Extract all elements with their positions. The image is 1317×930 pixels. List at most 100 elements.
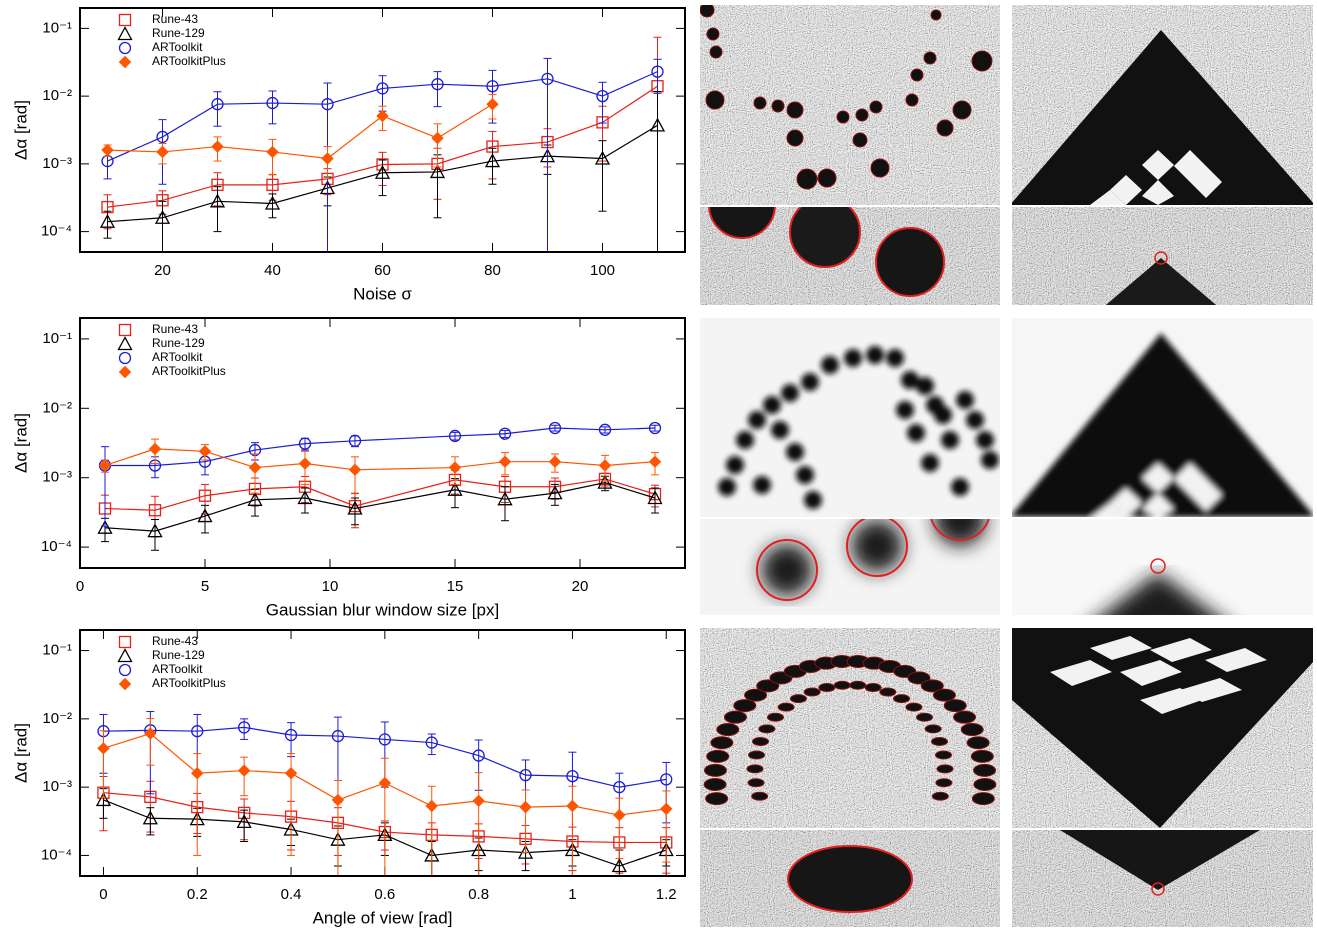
marker [374,164,391,179]
marker [97,519,113,534]
marker [448,429,462,443]
error-bar [268,90,277,125]
image-dot [916,377,934,395]
x-tick-label: 0.2 [187,886,208,903]
marker [298,437,312,450]
image-dot [976,431,994,449]
image-dot [966,736,990,750]
marker [431,131,444,145]
blurred-circles-image [700,318,1000,517]
image-dot [869,100,883,114]
image-dot [703,778,727,792]
error-bar [146,718,155,766]
error-bar [213,186,222,233]
image-dot [870,158,890,178]
image-dot [747,778,765,788]
marker [598,423,612,436]
marker [425,736,438,749]
image-dot [796,168,818,190]
image-dot [924,724,942,734]
noisy-circles-zoom [700,207,1000,305]
image-dot [706,749,730,763]
chart: 10⁻¹ 10⁻² 10⁻³ 10⁻⁴ 0 5 10 15 20 Gaussian blur wi… [11,317,686,619]
marker [519,800,532,814]
x-tick-label: 40 [264,262,281,279]
marker [191,766,204,780]
marker [598,459,612,472]
legend-label: ARToolkitPlus [152,676,226,690]
image-dot [852,132,868,148]
error-bar [601,426,609,434]
image-dot [934,406,952,424]
marker [376,109,389,123]
image-dot [910,68,924,82]
marker [613,780,626,794]
error-bar [433,123,442,168]
image-dot [916,712,934,722]
blurred-circles-zoom [700,519,1000,615]
marker [649,117,666,132]
marker [660,773,673,786]
image-dot [971,792,995,806]
legend-marker [118,635,132,649]
noisy-circles-image [700,5,1000,205]
image-dot [907,671,931,685]
image-dot [973,778,997,792]
marker [148,504,162,517]
image-dot [786,101,804,119]
image-dot [932,688,956,702]
marker [611,858,627,873]
image-dot [931,791,949,801]
y-tick-label: 10⁻⁴ [41,223,72,240]
image-dot [970,749,994,763]
marker [209,193,226,208]
marker [101,143,114,157]
y-tick-label: 10⁻⁴ [41,846,72,863]
marker [497,491,513,506]
marker [548,455,562,468]
error-bar [501,429,509,438]
image-dot [896,401,914,419]
image-dot [907,424,925,442]
marker [486,97,499,111]
image-dot [953,710,977,724]
y-axis-label: Δα [rad] [11,723,30,783]
image-dot [951,478,969,496]
image-dot [716,723,740,737]
y-tick-label: 10⁻² [42,87,72,104]
marker [498,455,512,468]
marker [594,150,611,165]
marker [378,733,391,746]
legend-marker [117,336,133,351]
marker [156,130,169,144]
legend-label: Rune-129 [152,336,205,350]
x-tick-label: 0.6 [374,886,395,903]
y-tick-label: 10⁻¹ [42,330,72,347]
chart: 10⁻¹ 10⁻² 10⁻³ 10⁻⁴ 20 40 60 80 100 Noise σ Δα [ra… [11,7,686,303]
legend-label: ARToolkit [152,662,203,676]
legend-marker [118,323,132,337]
marker [297,490,313,505]
marker [651,65,664,78]
image-dot [886,349,904,367]
y-axis-label: Δα [rad] [11,100,30,160]
legend-label: Rune-43 [152,12,198,26]
legend-label: Rune-43 [152,322,198,336]
chart: 10⁻¹ 10⁻² 10⁻³ 10⁻⁴ 0 0.2 0.4 0.6 0.8 1 1.2 Angle o… [11,629,686,927]
marker [211,98,224,111]
image-dot [849,680,867,690]
image-dot [700,5,715,18]
error-bar [99,730,108,799]
image-dot [718,478,736,496]
image-dot [930,9,942,21]
legend-marker [117,648,133,663]
image-dot [736,431,754,449]
marker [331,729,345,743]
image-dot [705,792,729,806]
marker [498,427,512,440]
y-tick-label: 10⁻² [42,710,72,727]
series-line [107,103,493,160]
x-tick-label: 1.2 [656,886,677,903]
error-bar [651,424,659,432]
